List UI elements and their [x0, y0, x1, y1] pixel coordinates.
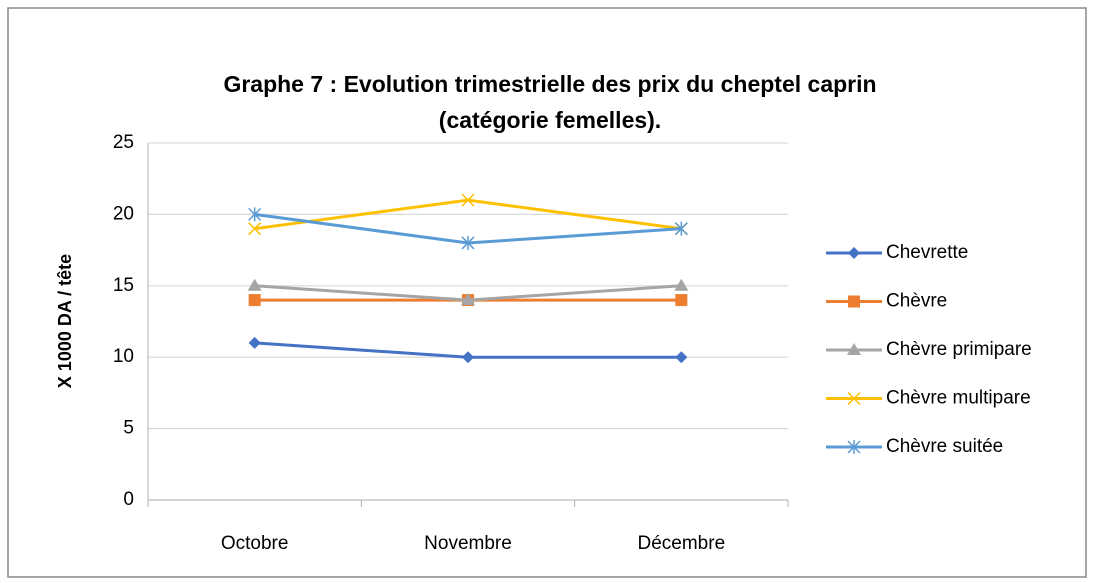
x-tick-label: Octobre — [221, 533, 289, 554]
data-point — [674, 221, 688, 236]
data-point — [248, 336, 261, 349]
data-point — [461, 293, 475, 306]
chart-title: (catégorie femelles). — [439, 107, 661, 133]
data-point — [248, 222, 262, 236]
chart-frame — [7, 7, 1087, 578]
legend-marker — [847, 343, 861, 355]
legend-label: Chèvre suitée — [886, 436, 1003, 457]
data-point — [461, 193, 475, 207]
y-axis-label: X 1000 DA / tête — [55, 254, 75, 388]
data-point — [675, 294, 688, 307]
legend-marker — [848, 247, 860, 259]
y-tick-label: 10 — [113, 346, 134, 367]
data-point — [461, 235, 475, 250]
y-tick-label: 25 — [113, 132, 134, 153]
data-point — [675, 351, 688, 364]
data-point — [248, 294, 261, 307]
y-tick-label: 20 — [113, 203, 134, 224]
chart-title: Graphe 7 : Evolution trimestrielle des p… — [223, 71, 876, 97]
legend-label: Chèvre — [886, 291, 947, 312]
data-point — [674, 278, 689, 291]
legend-marker — [847, 391, 861, 406]
data-point — [248, 207, 262, 222]
x-tick-label: Décembre — [638, 533, 726, 554]
legend-label: Chèvre primipare — [886, 339, 1032, 360]
legend-label: Chèvre multipare — [886, 388, 1031, 409]
y-tick-label: 0 — [123, 489, 134, 510]
legend-marker — [848, 295, 860, 308]
legend-label: Chevrette — [886, 242, 968, 263]
data-point — [462, 351, 474, 364]
y-tick-label: 15 — [113, 275, 134, 296]
legend-marker — [847, 440, 861, 454]
data-point — [247, 278, 262, 291]
y-tick-label: 5 — [123, 418, 134, 439]
x-tick-label: Novembre — [424, 533, 512, 554]
